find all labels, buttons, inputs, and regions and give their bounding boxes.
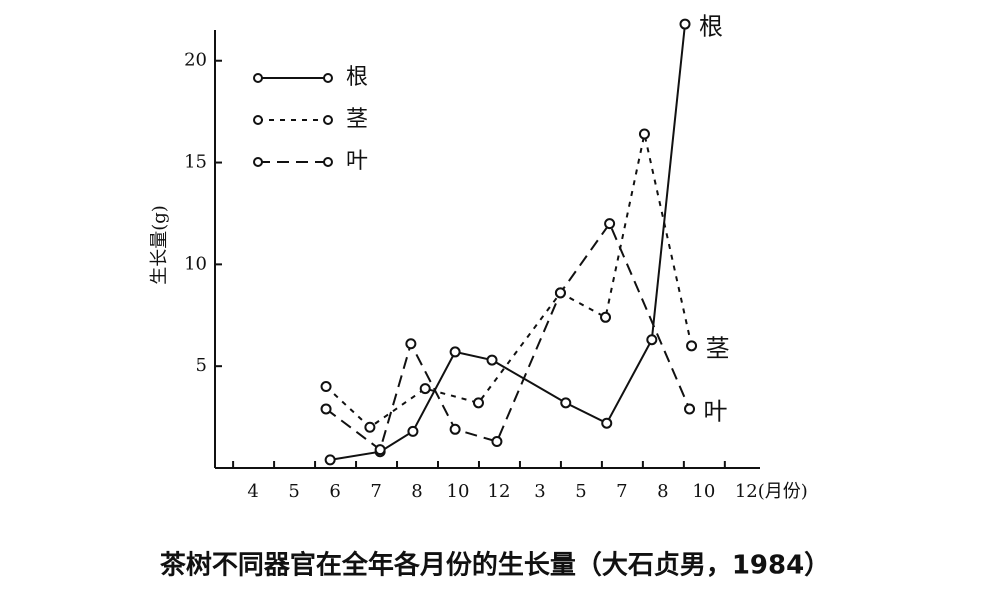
data-point — [646, 334, 658, 346]
series-line — [325, 221, 691, 452]
series-end-label: 根 — [699, 13, 723, 41]
data-point — [560, 397, 572, 409]
data-point — [364, 421, 376, 433]
legend-marker — [253, 157, 263, 167]
legend-marker — [323, 115, 333, 125]
x-tick-label: 10 — [447, 481, 470, 502]
legend-label: 叶 — [346, 149, 368, 174]
x-tick-label: 3 — [534, 481, 545, 502]
x-tick-label: 8 — [657, 481, 668, 502]
y-axis-label: 生长量(g) — [149, 205, 170, 285]
caption: 茶树不同器官在全年各月份的生长量（大石贞男，1984） — [160, 550, 830, 581]
x-tick-label: 8 — [411, 481, 422, 502]
data-point — [449, 423, 461, 435]
data-point — [419, 383, 431, 395]
x-tick-label: 12(月份) — [735, 481, 808, 502]
y-tick-label: 20 — [184, 50, 207, 71]
x-tick-label: 12 — [488, 481, 511, 502]
data-point — [684, 403, 696, 415]
data-point — [491, 436, 503, 448]
data-point — [472, 397, 484, 409]
legend-label: 茎 — [346, 107, 368, 132]
data-point — [686, 340, 698, 352]
legend-label: 根 — [346, 65, 368, 90]
x-tick-label: 5 — [288, 481, 299, 502]
series-end-label: 叶 — [704, 397, 728, 425]
data-point — [324, 454, 336, 466]
data-point — [320, 381, 332, 393]
x-tick-label: 4 — [247, 481, 258, 502]
data-point — [407, 425, 419, 437]
x-tick-label: 6 — [329, 481, 340, 502]
data-point — [601, 417, 613, 429]
data-point — [554, 287, 566, 299]
x-tick-label: 10 — [692, 481, 715, 502]
y-tick-label: 5 — [196, 355, 207, 376]
series-end-label: 茎 — [706, 334, 730, 362]
data-point — [405, 338, 417, 350]
data-point — [679, 18, 691, 30]
data-point — [449, 346, 461, 358]
y-tick-label: 10 — [184, 253, 207, 274]
data-point — [638, 128, 650, 140]
legend-marker — [253, 73, 263, 83]
legend-marker — [323, 157, 333, 167]
x-tick-label: 7 — [370, 481, 381, 502]
data-point — [604, 218, 616, 230]
legend-marker — [323, 73, 333, 83]
x-tick-label: 5 — [575, 481, 586, 502]
legend-marker — [253, 115, 263, 125]
data-point — [486, 354, 498, 366]
data-point — [374, 444, 386, 456]
x-tick-label: 7 — [616, 481, 627, 502]
y-tick-label: 15 — [184, 152, 207, 173]
data-point — [600, 311, 612, 323]
data-point — [320, 403, 332, 415]
